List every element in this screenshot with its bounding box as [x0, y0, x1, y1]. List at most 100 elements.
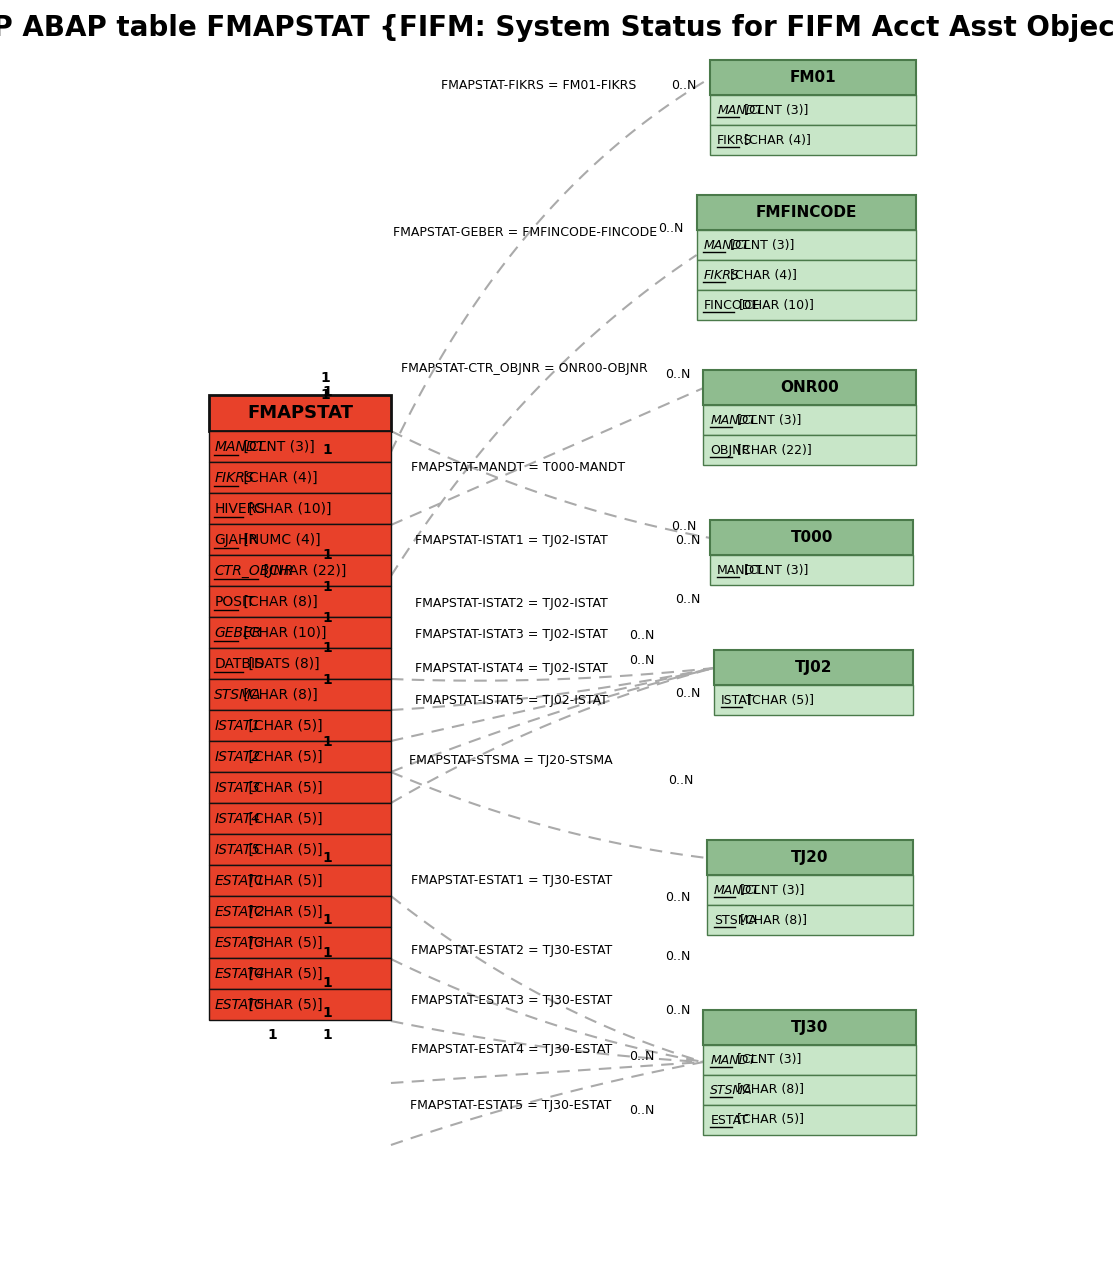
Bar: [697, 290, 917, 320]
Text: [CHAR (4)]: [CHAR (4)]: [726, 268, 796, 281]
Bar: [209, 648, 391, 679]
Text: [CHAR (5)]: [CHAR (5)]: [244, 812, 322, 826]
Text: FMAPSTAT: FMAPSTAT: [246, 404, 353, 422]
Text: 0..N: 0..N: [629, 1103, 655, 1117]
Text: FMAPSTAT-ISTAT5 = TJ02-ISTAT: FMAPSTAT-ISTAT5 = TJ02-ISTAT: [415, 694, 608, 707]
Text: 1: 1: [322, 548, 332, 562]
Bar: [697, 230, 917, 259]
Text: FMAPSTAT-MANDT = T000-MANDT: FMAPSTAT-MANDT = T000-MANDT: [411, 460, 626, 474]
Text: 1: 1: [322, 580, 332, 594]
Bar: [209, 395, 391, 431]
Bar: [704, 371, 917, 405]
Text: FMAPSTAT-ESTAT3 = TJ30-ESTAT: FMAPSTAT-ESTAT3 = TJ30-ESTAT: [410, 993, 612, 1007]
Text: [CHAR (8)]: [CHAR (8)]: [239, 688, 318, 702]
Text: MANDT: MANDT: [214, 440, 265, 454]
Text: STSMA: STSMA: [710, 1084, 753, 1097]
Text: MANDT: MANDT: [704, 239, 749, 252]
Text: [CHAR (22)]: [CHAR (22)]: [259, 564, 347, 578]
Bar: [707, 875, 913, 905]
Text: 1: 1: [322, 851, 332, 865]
Bar: [710, 520, 913, 555]
Bar: [704, 1075, 917, 1105]
Text: [CHAR (5)]: [CHAR (5)]: [244, 905, 322, 919]
Text: 0..N: 0..N: [629, 653, 655, 667]
Text: GEBER: GEBER: [214, 625, 262, 639]
Text: [CHAR (5)]: [CHAR (5)]: [743, 694, 814, 707]
Text: HIVERS: HIVERS: [214, 501, 265, 515]
Text: [CHAR (10)]: [CHAR (10)]: [239, 625, 327, 639]
Text: 1: 1: [322, 946, 332, 960]
Text: ISTAT3: ISTAT3: [214, 781, 261, 795]
Text: GJAHR: GJAHR: [214, 533, 259, 547]
Bar: [697, 259, 917, 290]
Text: DATBIS: DATBIS: [214, 657, 264, 671]
Text: TJ20: TJ20: [792, 850, 828, 865]
Bar: [704, 435, 917, 465]
Text: FIKRS: FIKRS: [717, 133, 753, 147]
Bar: [704, 405, 917, 435]
Text: FMFINCODE: FMFINCODE: [756, 204, 857, 220]
Text: [CLNT (3)]: [CLNT (3)]: [733, 414, 801, 427]
Bar: [710, 60, 917, 95]
Text: [CHAR (22)]: [CHAR (22)]: [733, 443, 812, 456]
Text: [CHAR (10)]: [CHAR (10)]: [735, 299, 814, 312]
Text: FMAPSTAT-STSMA = TJ20-STSMA: FMAPSTAT-STSMA = TJ20-STSMA: [409, 754, 613, 767]
Bar: [714, 685, 913, 714]
Bar: [209, 555, 391, 587]
Text: ISTAT5: ISTAT5: [214, 842, 261, 856]
Text: ESTAT: ESTAT: [710, 1113, 748, 1126]
Bar: [710, 555, 913, 585]
Text: 0..N: 0..N: [665, 1003, 690, 1016]
Text: 0..N: 0..N: [675, 593, 700, 606]
Text: FMAPSTAT-ESTAT2 = TJ30-ESTAT: FMAPSTAT-ESTAT2 = TJ30-ESTAT: [410, 943, 612, 956]
Text: 1: 1: [322, 912, 332, 927]
Text: [CHAR (8)]: [CHAR (8)]: [733, 1084, 804, 1097]
Text: POSIT: POSIT: [214, 594, 255, 608]
Text: FMAPSTAT-ESTAT4 = TJ30-ESTAT: FMAPSTAT-ESTAT4 = TJ30-ESTAT: [410, 1044, 612, 1057]
Text: [CHAR (5)]: [CHAR (5)]: [733, 1113, 804, 1126]
Text: FINCODE: FINCODE: [704, 299, 759, 312]
Text: 1: 1: [322, 1006, 332, 1020]
Text: 1: 1: [322, 443, 332, 458]
Text: [CHAR (4)]: [CHAR (4)]: [239, 470, 318, 484]
Text: ESTAT5: ESTAT5: [214, 998, 265, 1011]
Bar: [209, 463, 391, 493]
Text: [CHAR (10)]: [CHAR (10)]: [244, 501, 331, 515]
Text: CTR_OBJNR: CTR_OBJNR: [214, 564, 293, 578]
Text: [CHAR (8)]: [CHAR (8)]: [736, 914, 807, 927]
Text: FMAPSTAT-ISTAT1 = TJ02-ISTAT: FMAPSTAT-ISTAT1 = TJ02-ISTAT: [415, 533, 608, 547]
Text: STSMA: STSMA: [214, 688, 262, 702]
Bar: [209, 431, 391, 463]
Text: MANDT: MANDT: [710, 414, 756, 427]
Bar: [209, 617, 391, 648]
Text: [CLNT (3)]: [CLNT (3)]: [739, 104, 808, 116]
Text: T000: T000: [791, 530, 833, 544]
Text: ESTAT3: ESTAT3: [214, 935, 265, 950]
Text: [NUMC (4)]: [NUMC (4)]: [239, 533, 321, 547]
Bar: [209, 493, 391, 524]
Bar: [209, 803, 391, 835]
Bar: [710, 95, 917, 125]
Text: ESTAT2: ESTAT2: [214, 905, 265, 919]
Text: STSMA: STSMA: [714, 914, 757, 927]
Text: 1: 1: [322, 976, 332, 990]
Text: FMAPSTAT-ESTAT5 = TJ30-ESTAT: FMAPSTAT-ESTAT5 = TJ30-ESTAT: [410, 1099, 612, 1112]
Bar: [209, 711, 391, 741]
Text: 0..N: 0..N: [675, 533, 700, 547]
Text: FIKRS: FIKRS: [214, 470, 254, 484]
Text: ONR00: ONR00: [780, 380, 840, 395]
Bar: [714, 651, 913, 685]
Text: FMAPSTAT-ESTAT1 = TJ30-ESTAT: FMAPSTAT-ESTAT1 = TJ30-ESTAT: [410, 873, 612, 887]
Text: TJ02: TJ02: [795, 659, 832, 675]
Text: 0..N: 0..N: [665, 950, 690, 962]
Bar: [704, 1045, 917, 1075]
Bar: [704, 1105, 917, 1135]
Text: FMAPSTAT-ISTAT4 = TJ02-ISTAT: FMAPSTAT-ISTAT4 = TJ02-ISTAT: [415, 662, 608, 675]
Text: ISTAT4: ISTAT4: [214, 812, 261, 826]
Text: FIKRS: FIKRS: [704, 268, 739, 281]
Text: MANDT: MANDT: [717, 104, 763, 116]
Bar: [209, 741, 391, 772]
Text: FMAPSTAT-GEBER = FMFINCODE-FINCODE: FMAPSTAT-GEBER = FMFINCODE-FINCODE: [392, 225, 657, 239]
Text: 0..N: 0..N: [665, 891, 690, 904]
Bar: [209, 989, 391, 1020]
